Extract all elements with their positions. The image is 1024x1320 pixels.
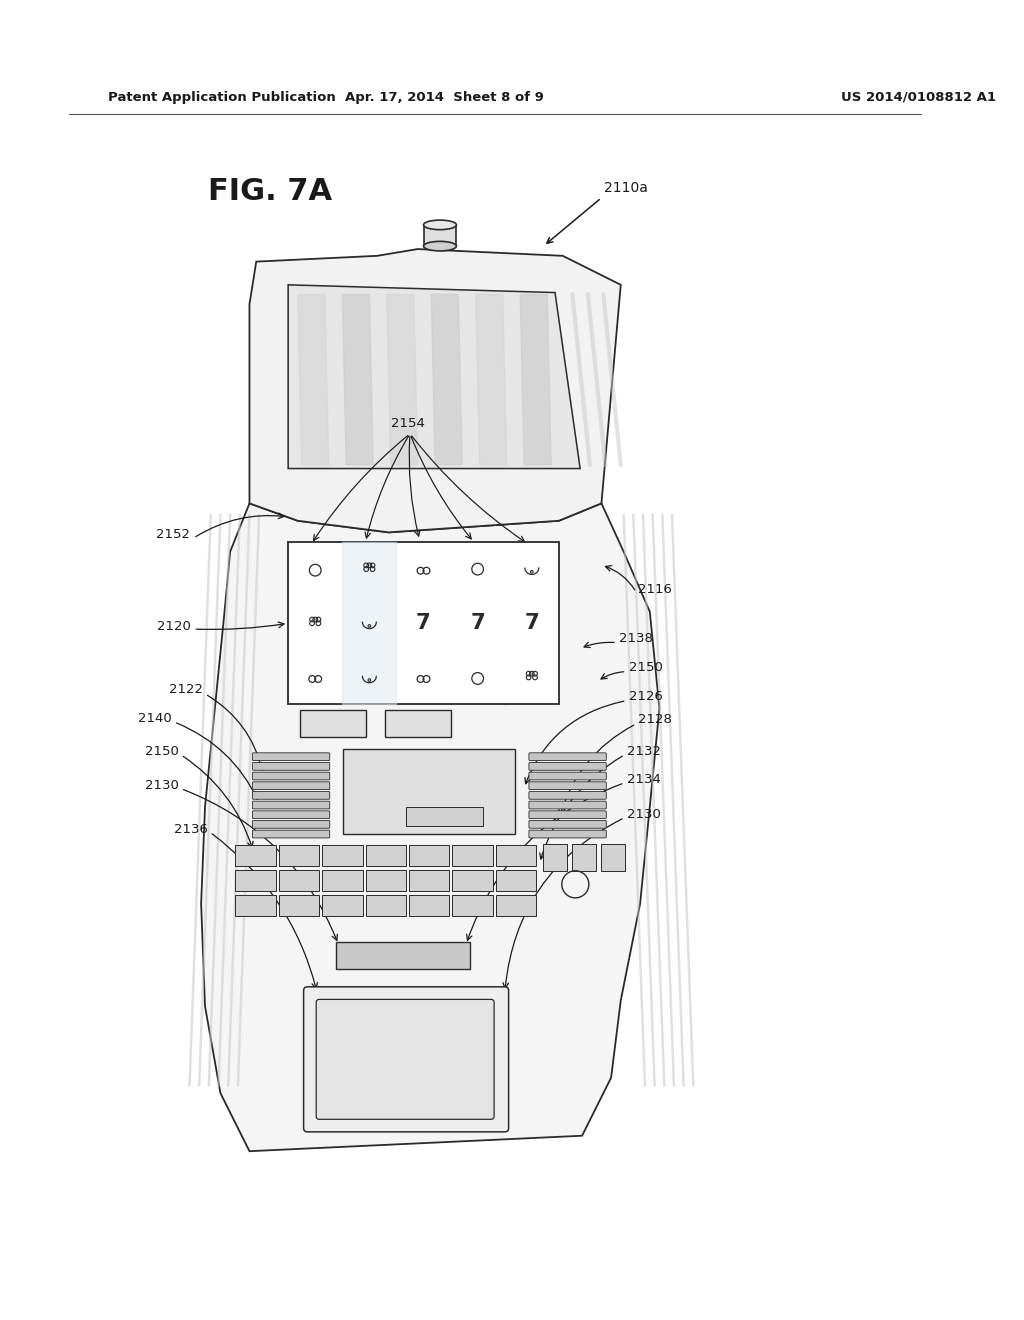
FancyBboxPatch shape (252, 801, 330, 809)
FancyBboxPatch shape (529, 763, 606, 771)
Bar (279, 870, 319, 891)
Text: 7: 7 (416, 614, 431, 634)
Bar (300, 710, 366, 738)
Bar (288, 543, 559, 705)
Polygon shape (250, 249, 621, 532)
FancyBboxPatch shape (316, 999, 495, 1119)
Polygon shape (288, 285, 581, 469)
FancyBboxPatch shape (252, 781, 330, 789)
Bar (236, 845, 275, 866)
Text: Patent Application Publication: Patent Application Publication (109, 91, 336, 104)
Text: FIG. 7A: FIG. 7A (208, 177, 332, 206)
Bar (366, 845, 407, 866)
Bar (236, 870, 275, 891)
Polygon shape (201, 503, 659, 1151)
FancyBboxPatch shape (529, 792, 606, 799)
Polygon shape (342, 543, 396, 705)
Bar (323, 870, 362, 891)
FancyBboxPatch shape (529, 810, 606, 818)
Bar (409, 845, 450, 866)
Bar (496, 845, 537, 866)
FancyBboxPatch shape (304, 987, 509, 1131)
Bar (496, 895, 537, 916)
Polygon shape (520, 294, 551, 465)
FancyBboxPatch shape (252, 752, 330, 760)
FancyBboxPatch shape (252, 810, 330, 818)
FancyBboxPatch shape (529, 752, 606, 760)
Text: 2130: 2130 (145, 779, 179, 792)
Text: 2128: 2128 (638, 713, 672, 726)
FancyBboxPatch shape (252, 830, 330, 838)
Bar (453, 870, 493, 891)
Polygon shape (387, 294, 418, 465)
Bar (601, 843, 625, 871)
Polygon shape (298, 294, 329, 465)
Bar (424, 224, 457, 246)
Text: 2150: 2150 (145, 746, 179, 759)
FancyBboxPatch shape (252, 792, 330, 799)
Polygon shape (342, 294, 373, 465)
Bar (407, 807, 483, 826)
Text: 2126: 2126 (629, 690, 663, 704)
Bar (337, 942, 470, 969)
Bar (236, 895, 275, 916)
Text: 2154: 2154 (391, 417, 425, 429)
Text: 2140: 2140 (138, 711, 172, 725)
FancyBboxPatch shape (529, 781, 606, 789)
Bar (279, 845, 319, 866)
Text: 2152: 2152 (157, 528, 190, 541)
Text: 2132: 2132 (627, 746, 660, 759)
Bar (323, 845, 362, 866)
FancyBboxPatch shape (529, 830, 606, 838)
FancyBboxPatch shape (529, 821, 606, 828)
Bar (343, 748, 515, 834)
Text: 2120: 2120 (157, 619, 190, 632)
Bar (453, 845, 493, 866)
Text: 2110a: 2110a (604, 181, 648, 195)
Text: 2150: 2150 (629, 661, 663, 675)
FancyBboxPatch shape (252, 821, 330, 828)
Bar (279, 895, 319, 916)
Bar (366, 870, 407, 891)
Text: 2130: 2130 (627, 808, 660, 821)
Text: US 2014/0108812 A1: US 2014/0108812 A1 (842, 91, 996, 104)
FancyBboxPatch shape (529, 772, 606, 780)
Text: 7: 7 (524, 614, 540, 634)
FancyBboxPatch shape (529, 801, 606, 809)
Bar (409, 895, 450, 916)
Polygon shape (431, 294, 462, 465)
Text: 2138: 2138 (618, 632, 652, 645)
Text: 2134: 2134 (627, 774, 660, 787)
Text: Apr. 17, 2014  Sheet 8 of 9: Apr. 17, 2014 Sheet 8 of 9 (345, 91, 544, 104)
Text: 2116: 2116 (638, 583, 672, 595)
Bar (409, 870, 450, 891)
Polygon shape (476, 294, 507, 465)
FancyBboxPatch shape (252, 772, 330, 780)
Text: 2122: 2122 (169, 682, 203, 696)
Ellipse shape (424, 242, 457, 251)
Bar (544, 843, 566, 871)
Bar (572, 843, 596, 871)
Ellipse shape (424, 220, 457, 230)
FancyBboxPatch shape (252, 763, 330, 771)
Bar (366, 895, 407, 916)
Text: 2136: 2136 (174, 822, 208, 836)
Bar (496, 870, 537, 891)
Bar (385, 710, 451, 738)
Bar (323, 895, 362, 916)
Bar (453, 895, 493, 916)
Text: 7: 7 (470, 614, 485, 634)
